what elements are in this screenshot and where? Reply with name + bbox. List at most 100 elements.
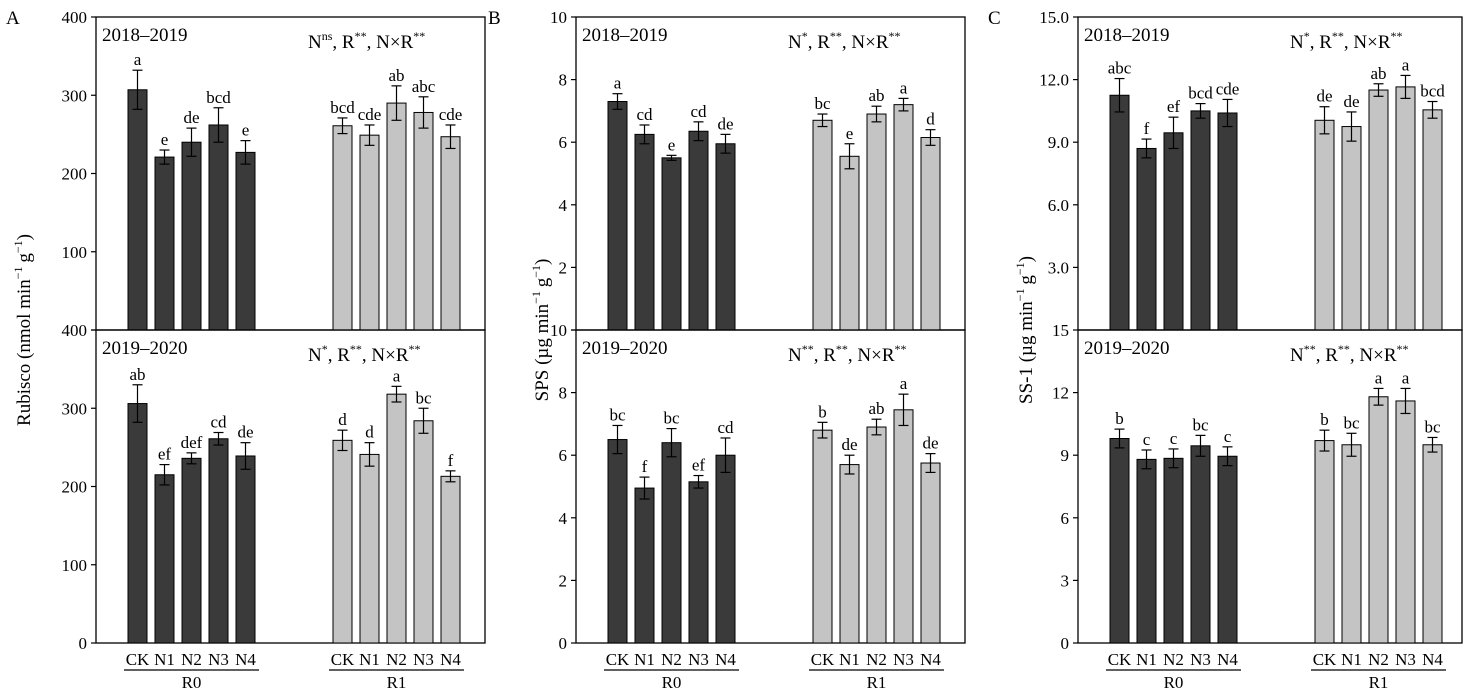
significance-letter: c: [1143, 430, 1151, 449]
y-tick-label: 200: [62, 165, 88, 184]
y-tick-label: 12: [1052, 384, 1069, 403]
y-tick-label: 2: [559, 258, 568, 277]
bar: [866, 113, 887, 331]
year-label: 2018–2019: [1084, 25, 1170, 46]
stat-term: N: [788, 345, 802, 366]
significance-letter: e: [846, 124, 854, 143]
x-tick-label: N3: [688, 650, 709, 669]
significance-letter: a: [900, 374, 908, 393]
year-label: 2019–2020: [1084, 338, 1170, 359]
significance-annotation: N**, R**, N×R**: [1290, 342, 1409, 366]
significance-letter: bcd: [1420, 82, 1445, 101]
bar: [1136, 147, 1157, 331]
significance-letter: bcd: [1188, 84, 1213, 103]
group-label: R0: [1164, 673, 1184, 692]
bar: [440, 475, 461, 644]
bar: [1422, 109, 1443, 331]
y-tick-label: 4: [559, 196, 568, 215]
bar: [839, 155, 860, 331]
significance-letter: ef: [158, 445, 172, 464]
bar: [920, 462, 941, 644]
significance-letter: f: [1144, 119, 1150, 138]
y-axis-title-main: SS-1 (µg min: [1016, 301, 1037, 404]
bar: [1217, 455, 1238, 644]
y-axis-title-sup1: −1: [529, 291, 543, 304]
bar: [1368, 396, 1389, 644]
bar: [154, 156, 175, 331]
stat-term: , R: [1316, 345, 1339, 366]
bar: [688, 481, 709, 644]
x-tick-label: N4: [1422, 650, 1443, 669]
stat-term: N: [1290, 345, 1304, 366]
significance-letter: e: [242, 121, 250, 140]
y-tick-label: 100: [62, 556, 88, 575]
plot-frame: [1077, 329, 1463, 644]
bar: [208, 124, 229, 331]
stat-term: N: [1290, 32, 1304, 53]
x-tick-label: N3: [893, 650, 914, 669]
bar: [386, 393, 407, 644]
x-tick-label: CK: [811, 650, 835, 669]
panel-c: CSS-1 (µg min−1 g−1) 3.06.09.012.015.0201…: [988, 8, 1463, 692]
y-axis-title: SPS (µg min−1 g−1): [529, 259, 553, 402]
bar: [332, 439, 353, 644]
bar: [1368, 89, 1389, 331]
bar: [440, 136, 461, 331]
plot-frame: [575, 329, 966, 644]
stat-term: , N×R: [362, 345, 409, 366]
x-tick-label: N1: [634, 650, 655, 669]
bar: [386, 102, 407, 331]
x-tick-label: CK: [1313, 650, 1337, 669]
y-tick-label: 200: [62, 478, 88, 497]
y-axis-title-close: ): [532, 259, 553, 265]
significance-letter: d: [365, 423, 374, 442]
stat-superscript: **: [802, 342, 814, 356]
year-label: 2019–2020: [102, 338, 188, 359]
stat-superscript: **: [889, 29, 901, 43]
group-label: R0: [662, 673, 682, 692]
bar: [812, 119, 833, 331]
bar: [413, 111, 434, 331]
significance-letter: abc: [412, 77, 436, 96]
significance-letter: a: [393, 366, 401, 385]
y-axis-title-close: ): [1016, 256, 1037, 262]
y-tick-label: 300: [62, 86, 88, 105]
x-tick-label: N4: [1217, 650, 1238, 669]
bar: [1341, 444, 1362, 644]
y-axis-title-sup2: −1: [11, 240, 25, 253]
panel-label: A: [6, 8, 20, 29]
x-tick-label: N3: [1190, 650, 1211, 669]
bar: [634, 487, 655, 644]
x-tick-label: N2: [661, 650, 682, 669]
significance-annotation: N**, R**, N×R**: [788, 342, 907, 366]
significance-letter: e: [668, 135, 676, 154]
significance-letter: bcd: [330, 98, 355, 117]
significance-letter: ab: [868, 399, 884, 418]
y-axis-title-sup2: −1: [1013, 262, 1027, 275]
y-tick-label: 6: [559, 446, 568, 465]
stat-superscript: **: [1338, 342, 1350, 356]
x-tick-label: N1: [1136, 650, 1157, 669]
y-tick-label: 400: [62, 321, 88, 340]
stat-superscript: **: [1304, 342, 1316, 356]
significance-letter: cde: [1216, 79, 1240, 98]
panel-label: B: [488, 8, 501, 29]
significance-letter: bc: [1424, 417, 1441, 436]
x-tick-label: CK: [331, 650, 355, 669]
stat-superscript: **: [413, 29, 425, 43]
bar: [920, 137, 941, 331]
y-tick-label: 6.0: [1048, 196, 1069, 215]
stat-superscript: *: [1304, 29, 1310, 43]
bar: [1190, 445, 1211, 644]
significance-letter: de: [183, 108, 199, 127]
significance-letter: de: [922, 434, 938, 453]
bar: [332, 125, 353, 331]
significance-letter: de: [841, 435, 857, 454]
y-tick-label: 15: [1052, 321, 1069, 340]
y-axis-title-unit: g: [14, 253, 35, 267]
significance-letter: de: [1316, 87, 1332, 106]
significance-letter: cd: [210, 413, 227, 432]
